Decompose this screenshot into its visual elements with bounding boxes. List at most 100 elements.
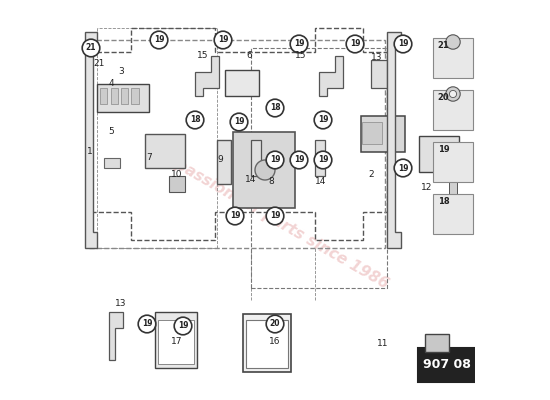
Text: 2: 2 <box>368 170 374 178</box>
Text: 1: 1 <box>87 148 93 156</box>
Text: 19: 19 <box>438 145 449 154</box>
Bar <box>425 334 449 352</box>
Bar <box>433 90 473 130</box>
Circle shape <box>266 315 284 333</box>
Text: 7: 7 <box>146 154 152 162</box>
FancyBboxPatch shape <box>418 348 476 382</box>
Text: 19: 19 <box>318 116 328 124</box>
Bar <box>111 88 118 104</box>
Text: 19: 19 <box>318 156 328 164</box>
Text: 5: 5 <box>108 128 114 136</box>
Polygon shape <box>85 32 97 248</box>
Circle shape <box>446 87 460 101</box>
Text: 13: 13 <box>371 54 383 62</box>
Text: 14: 14 <box>245 176 257 184</box>
Bar <box>169 176 185 192</box>
Bar <box>433 38 473 78</box>
Bar <box>233 132 295 208</box>
Text: 12: 12 <box>421 184 433 192</box>
Text: 20: 20 <box>438 93 449 102</box>
Circle shape <box>446 35 460 49</box>
Text: 11: 11 <box>377 340 389 348</box>
Text: 19: 19 <box>234 118 244 126</box>
Bar <box>155 312 197 368</box>
Circle shape <box>186 111 204 129</box>
Bar <box>315 140 325 176</box>
Bar <box>104 158 120 168</box>
Text: 18: 18 <box>270 104 280 112</box>
Text: 18: 18 <box>438 197 449 206</box>
Text: 14: 14 <box>315 178 327 186</box>
Circle shape <box>266 151 284 169</box>
Text: 907 08: 907 08 <box>424 358 471 371</box>
Text: 18: 18 <box>190 116 200 124</box>
Circle shape <box>214 31 232 49</box>
Bar <box>251 140 261 176</box>
Text: a passion for parts since 1986: a passion for parts since 1986 <box>159 149 391 291</box>
Polygon shape <box>387 32 401 248</box>
Circle shape <box>346 35 364 53</box>
Text: 19: 19 <box>294 156 304 164</box>
Circle shape <box>82 39 100 57</box>
Text: 19: 19 <box>218 36 228 44</box>
Text: 8: 8 <box>268 178 274 186</box>
Polygon shape <box>319 56 343 96</box>
Text: 6: 6 <box>246 52 252 60</box>
Bar <box>145 134 185 168</box>
Circle shape <box>314 111 332 129</box>
Text: 9: 9 <box>217 156 223 164</box>
Circle shape <box>266 207 284 225</box>
Circle shape <box>290 35 308 53</box>
Text: 19: 19 <box>294 40 304 48</box>
Circle shape <box>314 151 332 169</box>
Text: 21: 21 <box>86 44 96 52</box>
Bar <box>433 194 473 234</box>
Bar <box>121 88 128 104</box>
Bar <box>362 122 382 144</box>
Circle shape <box>266 99 284 117</box>
Bar <box>158 320 194 364</box>
Text: 21: 21 <box>438 41 449 50</box>
Text: 19: 19 <box>398 40 408 48</box>
Circle shape <box>290 151 308 169</box>
Bar <box>97 84 149 112</box>
Text: 19: 19 <box>398 164 408 172</box>
Polygon shape <box>195 56 219 96</box>
Bar <box>243 314 291 372</box>
Bar <box>419 136 459 172</box>
Text: 13: 13 <box>116 300 127 308</box>
Text: 19: 19 <box>178 322 188 330</box>
Circle shape <box>138 315 156 333</box>
Bar <box>433 142 473 182</box>
Bar <box>449 178 458 202</box>
Text: 16: 16 <box>270 338 280 346</box>
Circle shape <box>226 207 244 225</box>
Polygon shape <box>371 60 387 88</box>
Text: 19: 19 <box>270 212 280 220</box>
Text: 15: 15 <box>295 52 307 60</box>
Text: 19: 19 <box>270 156 280 164</box>
Bar <box>89 40 385 248</box>
Text: 21: 21 <box>94 60 104 68</box>
Circle shape <box>255 160 275 180</box>
Circle shape <box>394 35 412 53</box>
Circle shape <box>150 31 168 49</box>
Circle shape <box>174 317 192 335</box>
Bar <box>100 88 107 104</box>
Circle shape <box>449 90 456 98</box>
Bar <box>217 140 231 184</box>
Text: 19: 19 <box>350 40 360 48</box>
Circle shape <box>394 159 412 177</box>
Text: 20: 20 <box>270 320 280 328</box>
Text: 19: 19 <box>230 212 240 220</box>
Text: 15: 15 <box>197 52 209 60</box>
Text: 4: 4 <box>108 80 114 88</box>
Text: 17: 17 <box>171 338 183 346</box>
Polygon shape <box>109 312 123 360</box>
Circle shape <box>230 113 248 131</box>
Text: 10: 10 <box>171 170 183 178</box>
Text: 19: 19 <box>142 320 152 328</box>
Bar <box>246 320 288 368</box>
Bar <box>361 116 405 152</box>
Bar <box>225 70 259 96</box>
